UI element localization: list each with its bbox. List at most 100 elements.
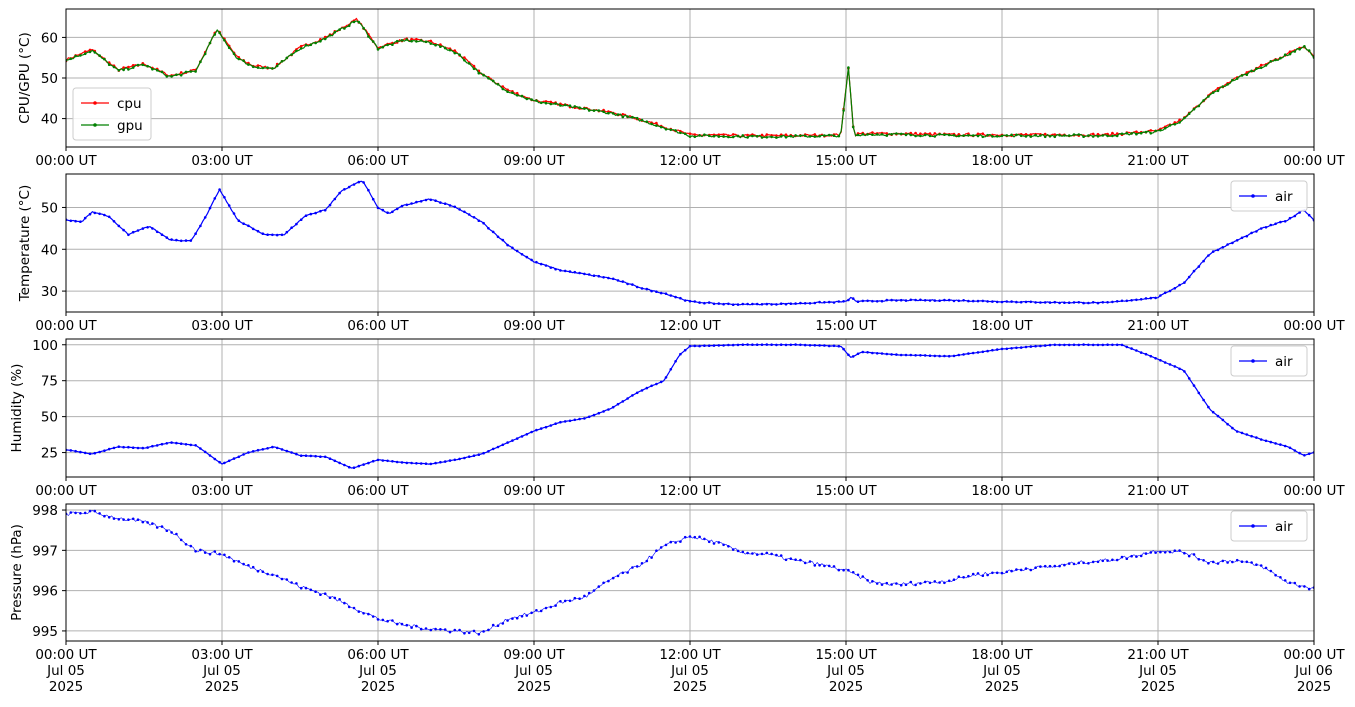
data-point bbox=[1245, 73, 1249, 76]
data-point bbox=[415, 624, 418, 628]
data-point bbox=[818, 134, 821, 138]
data-point bbox=[352, 466, 356, 470]
x-tick-date: Jul 05 bbox=[670, 663, 709, 679]
data-point bbox=[1197, 104, 1201, 108]
data-point bbox=[1192, 269, 1196, 273]
data-point bbox=[895, 353, 898, 356]
data-point bbox=[1125, 299, 1129, 303]
data-point bbox=[1245, 560, 1249, 564]
data-point bbox=[1034, 566, 1037, 569]
data-point bbox=[1039, 301, 1042, 304]
data-point bbox=[736, 303, 740, 306]
x-tick-label: 21:00 UT bbox=[1127, 318, 1189, 334]
data-point bbox=[160, 70, 164, 74]
data-point bbox=[746, 133, 749, 137]
data-point bbox=[760, 303, 764, 306]
data-point bbox=[607, 111, 610, 115]
data-point bbox=[328, 596, 332, 599]
data-point bbox=[1101, 301, 1105, 304]
data-point bbox=[1115, 300, 1119, 303]
data-point bbox=[1058, 564, 1061, 568]
data-point bbox=[645, 559, 649, 563]
data-point bbox=[525, 255, 529, 259]
data-point bbox=[871, 351, 874, 355]
data-point bbox=[1135, 349, 1138, 352]
data-point bbox=[290, 581, 293, 584]
data-point bbox=[976, 572, 980, 575]
data-point bbox=[1163, 551, 1167, 554]
data-point bbox=[314, 41, 317, 45]
y-tick-label: 40 bbox=[41, 242, 58, 258]
data-point bbox=[127, 445, 130, 449]
data-point bbox=[74, 54, 77, 58]
data-point bbox=[1111, 558, 1114, 562]
data-point bbox=[640, 287, 644, 290]
data-point bbox=[971, 134, 975, 137]
data-point bbox=[722, 543, 725, 547]
data-point bbox=[573, 270, 577, 274]
data-point bbox=[429, 628, 433, 632]
data-point bbox=[410, 202, 413, 205]
data-point bbox=[1053, 133, 1057, 136]
data-point bbox=[175, 238, 178, 242]
x-tick-label: 15:00 UT bbox=[815, 153, 877, 169]
data-point bbox=[304, 214, 308, 217]
data-point bbox=[823, 344, 826, 347]
data-point bbox=[923, 354, 927, 357]
data-point bbox=[731, 133, 735, 136]
data-point bbox=[1211, 91, 1215, 94]
data-point bbox=[779, 554, 783, 557]
data-point bbox=[1039, 344, 1042, 348]
data-point bbox=[847, 568, 850, 572]
data-point bbox=[635, 116, 639, 120]
x-tick-label: 00:00 UT bbox=[1283, 318, 1345, 334]
data-point bbox=[621, 280, 625, 283]
data-point bbox=[640, 118, 644, 122]
data-point bbox=[472, 67, 476, 71]
data-point bbox=[266, 233, 269, 236]
data-point bbox=[487, 450, 490, 453]
data-point bbox=[602, 110, 605, 113]
data-point bbox=[611, 405, 615, 409]
data-point bbox=[861, 133, 865, 136]
data-point bbox=[995, 571, 999, 575]
data-point bbox=[506, 441, 509, 444]
data-point bbox=[194, 70, 197, 73]
data-point bbox=[136, 229, 140, 232]
data-point bbox=[640, 562, 644, 565]
data-point bbox=[751, 134, 754, 138]
data-point bbox=[1269, 569, 1273, 573]
data-point bbox=[909, 131, 913, 135]
data-point bbox=[448, 630, 452, 634]
data-point bbox=[386, 619, 389, 623]
data-point bbox=[1077, 343, 1081, 347]
data-point bbox=[371, 197, 375, 201]
data-point bbox=[1139, 351, 1143, 354]
data-point bbox=[1053, 564, 1057, 568]
legend-label-cpu: cpu bbox=[117, 96, 142, 112]
data-point bbox=[549, 266, 553, 269]
legend: air bbox=[1230, 345, 1308, 377]
y-tick-label: 40 bbox=[41, 112, 58, 128]
data-point bbox=[122, 228, 125, 232]
data-point bbox=[1293, 449, 1297, 452]
y-tick-label: 50 bbox=[41, 200, 58, 216]
data-point bbox=[669, 294, 673, 297]
data-point bbox=[1293, 581, 1297, 585]
data-point bbox=[1106, 132, 1109, 136]
data-point bbox=[227, 46, 231, 49]
data-point bbox=[419, 627, 423, 631]
data-point bbox=[568, 270, 572, 273]
data-point bbox=[626, 571, 629, 574]
data-point bbox=[765, 133, 769, 136]
data-point bbox=[655, 290, 658, 294]
data-point bbox=[962, 299, 965, 302]
data-point bbox=[1101, 134, 1105, 137]
data-point bbox=[621, 400, 625, 403]
data-point bbox=[237, 57, 241, 61]
data-point bbox=[847, 66, 850, 69]
data-point bbox=[1178, 283, 1181, 287]
data-point bbox=[79, 512, 82, 515]
data-point bbox=[1039, 134, 1042, 137]
data-point bbox=[1125, 557, 1129, 560]
